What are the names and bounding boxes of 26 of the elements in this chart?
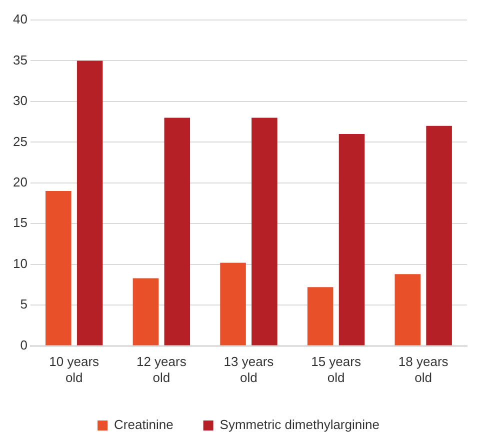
bar [426,126,452,346]
x-tick-label: 10 years old [49,354,100,385]
legend-label: Symmetric dimethylarginine [220,417,380,432]
x-tick-label: 12 years old [136,354,187,385]
bar [394,274,421,346]
y-tick-label: 35 [12,52,28,68]
legend-label: Creatinine [114,417,174,432]
bar [46,191,72,346]
bar [132,278,159,346]
x-tick-label: 18 years old [398,354,449,385]
bar [252,118,278,346]
y-tick-label: 15 [12,215,28,230]
bar [338,134,365,346]
y-tick-label: 10 [12,256,28,271]
y-tick-label: 40 [12,12,28,27]
y-tick-label: 0 [20,337,28,352]
bar [164,118,190,346]
x-tick-label: 13 years old [224,354,274,385]
bar [220,262,246,346]
bar [76,60,103,346]
bar [307,287,334,346]
x-tick-label: 15 years old [311,354,362,385]
y-tick-label: 25 [12,134,28,149]
y-tick-label: 20 [12,174,28,190]
y-tick-label: 5 [20,296,28,312]
y-tick-label: 30 [12,93,28,108]
